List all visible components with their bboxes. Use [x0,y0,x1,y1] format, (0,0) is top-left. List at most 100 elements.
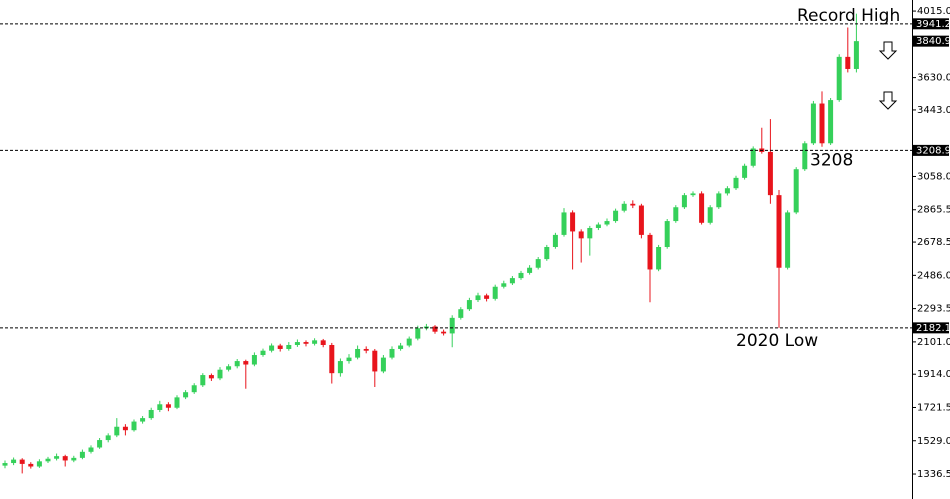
price-label: 3941.2 [916,19,950,30]
candle-body [148,409,154,419]
candle-body [380,357,386,372]
candle-body [183,392,189,398]
y-tick-label: 2678.5 [917,237,950,248]
candle-body [79,451,85,458]
y-tick-label: 1721.5 [917,402,950,413]
candle-body [458,309,464,318]
y-tick-label: 3630.0 [917,73,950,84]
level-annotation: Record High [797,6,900,26]
y-tick-label: 2486.0 [917,270,950,281]
current-price-label: 3840.9 [916,36,950,47]
candle-body [363,348,369,351]
candle-body [97,440,103,448]
candle-body [329,344,335,374]
candle-body [802,143,808,170]
candle-body [604,221,610,225]
candle-body [11,459,17,464]
candle-body [707,207,713,223]
candle-body [630,203,636,206]
candle-body [122,426,128,431]
y-tick-label: 2101.0 [917,337,950,348]
price-label-bg [913,322,949,334]
candle-body [131,421,137,431]
candle-body [71,457,77,461]
candle-body [733,177,739,189]
candle-body [174,397,180,408]
level-annotation: 2020 Low [736,331,818,351]
candle-body [423,326,429,329]
candle-body [415,328,421,339]
price-label: 2182.1 [916,323,950,334]
candle-body [389,348,395,358]
candle-body [114,426,120,436]
current-price-bg [913,35,949,47]
candle-body [518,272,524,279]
candle-body [191,385,197,393]
candle-body [750,148,756,166]
y-tick-label: 1914.0 [917,369,950,380]
candle-body [621,203,627,211]
down-arrow [878,91,898,110]
candle-body [88,447,94,452]
candle-body [578,231,584,239]
candle-body [140,418,146,422]
candle-body [785,212,791,268]
candle-body [355,348,361,358]
candle-body [845,56,851,69]
candle-body [466,300,472,310]
candle-body [819,103,825,144]
price-label-bg [913,144,949,156]
candle-body [836,56,842,101]
candle-body [647,234,653,270]
candle-body [260,350,266,356]
candle-body [346,357,352,362]
candle-body [570,212,576,232]
candle-body [157,404,163,410]
candle-body [544,246,550,260]
candle-body [828,100,834,144]
candle-body [372,350,378,372]
candle-body [501,283,507,287]
candle-body [200,375,206,386]
price-label-bg [913,18,949,30]
candle-body [226,366,232,370]
y-tick-label: 4015.0 [917,6,950,17]
candle-body [2,463,8,466]
candle-body [552,234,558,247]
candle-body [28,463,34,467]
candle-body [45,458,51,462]
candle-body [776,195,782,268]
candle-body [277,345,283,349]
y-tick-label: 2865.5 [917,205,950,216]
candle-body [406,338,412,346]
candle-body [294,342,300,345]
candle-body [269,345,275,351]
candle-body [509,278,515,284]
candle-body [716,193,722,208]
candle-body [105,435,111,441]
y-tick-label: 1336.5 [917,469,950,480]
candle-body [208,375,214,379]
candle-body [595,224,601,228]
candle-body [673,207,679,222]
candle-body [742,165,748,178]
candle-body [638,205,644,235]
candle-body [303,342,309,344]
candle-body [320,340,326,345]
candle-body [337,361,343,374]
candle-body [398,345,404,349]
candle-body [492,286,498,299]
candle-body [286,344,292,349]
candle-body [432,326,438,332]
candle-body [484,295,490,299]
candle-body [475,295,481,301]
y-tick-label: 1529.0 [917,436,950,447]
candle-body [690,193,696,196]
y-tick-label: 3058.0 [917,171,950,182]
candle-body [810,103,816,144]
candle-body [793,169,799,213]
candle-body [656,246,662,270]
candle-body [243,361,249,365]
